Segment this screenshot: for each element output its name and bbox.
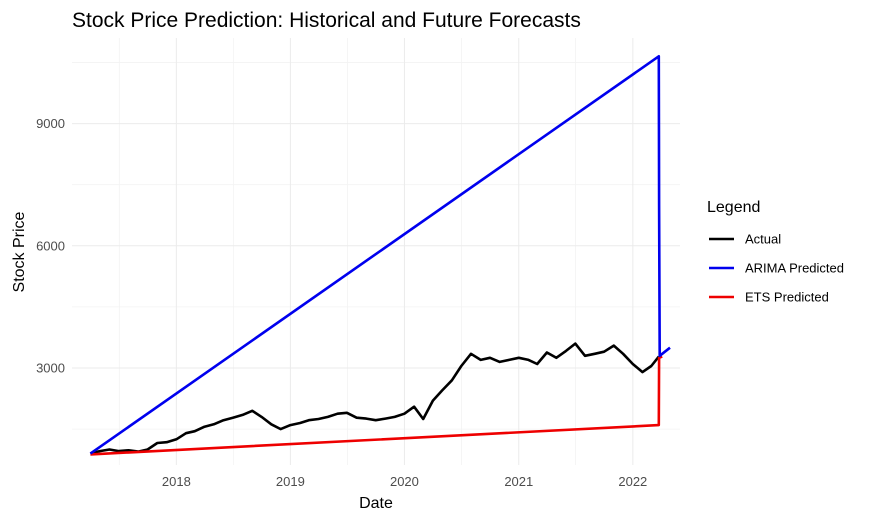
- series-lines: [89, 55, 671, 456]
- x-tick-label: 2019: [276, 474, 305, 489]
- legend-title: Legend: [707, 199, 760, 216]
- y-tick-label: 6000: [36, 238, 65, 253]
- series-ets-predicted-line: [90, 355, 663, 456]
- series-arima-predicted-line: [89, 55, 671, 455]
- series-actual-line: [90, 342, 660, 455]
- grid: [72, 38, 680, 465]
- legend-label-actual: Actual: [745, 232, 781, 247]
- x-axis-ticks: 2018 2019 2020 2021 2022: [162, 474, 647, 489]
- legend-label-arima-predicted: ARIMA Predicted: [745, 261, 844, 276]
- legend: Legend Actual ARIMA Predicted ETS Predicte…: [707, 199, 844, 305]
- chart-title: Stock Price Prediction: Historical and F…: [72, 9, 581, 32]
- x-tick-label: 2018: [162, 474, 191, 489]
- x-axis-title: Date: [359, 495, 393, 512]
- x-tick-label: 2022: [618, 474, 647, 489]
- y-tick-label: 9000: [36, 116, 65, 131]
- x-tick-label: 2021: [504, 474, 533, 489]
- legend-label-ets-predicted: ETS Predicted: [745, 290, 829, 305]
- x-tick-label: 2020: [390, 474, 419, 489]
- legend-items: Actual ARIMA Predicted ETS Predicted: [709, 232, 844, 305]
- y-axis-ticks: 3000 6000 9000: [36, 116, 65, 375]
- y-axis-title: Stock Price: [11, 211, 28, 292]
- y-tick-label: 3000: [36, 361, 65, 376]
